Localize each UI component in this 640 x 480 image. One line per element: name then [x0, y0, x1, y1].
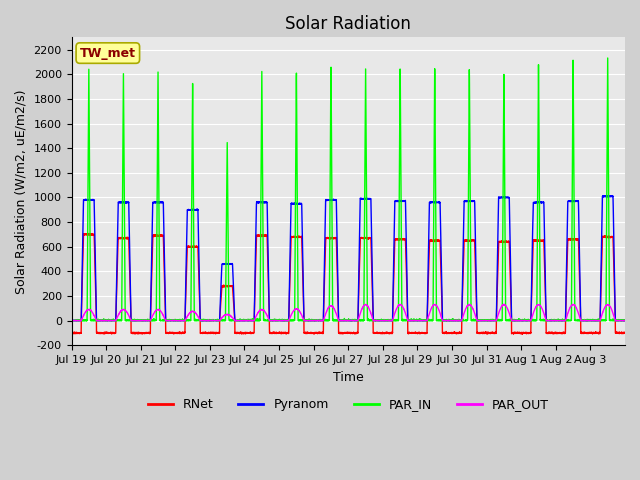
RNet — [621, 330, 629, 336]
Y-axis label: Solar Radiation (W/m2, uE/m2/s): Solar Radiation (W/m2, uE/m2/s) — [15, 89, 28, 294]
Pyranom — [527, 298, 535, 303]
PAR_IN — [399, 316, 406, 322]
Text: TW_met: TW_met — [80, 47, 136, 60]
RNet — [182, 273, 190, 278]
Pyranom — [182, 251, 190, 256]
PAR_OUT — [369, 316, 376, 322]
Pyranom — [369, 300, 377, 306]
RNet — [500, 239, 508, 245]
PAR_OUT — [500, 302, 508, 308]
PAR_OUT — [500, 301, 508, 307]
PAR_IN — [500, 81, 508, 87]
Line: RNet: RNet — [72, 233, 625, 334]
Pyranom — [621, 318, 629, 324]
PAR_IN — [604, 55, 612, 61]
Legend: RNet, Pyranom, PAR_IN, PAR_OUT: RNet, Pyranom, PAR_IN, PAR_OUT — [143, 393, 554, 416]
RNet — [68, 329, 76, 335]
RNet — [518, 331, 526, 337]
Line: PAR_IN: PAR_IN — [72, 58, 625, 321]
Line: PAR_OUT: PAR_OUT — [72, 304, 625, 321]
Line: Pyranom: Pyranom — [72, 196, 625, 321]
PAR_OUT — [527, 316, 535, 322]
X-axis label: Time: Time — [333, 371, 364, 384]
PAR_IN — [527, 317, 535, 323]
Pyranom — [500, 194, 508, 200]
PAR_OUT — [621, 318, 629, 324]
Pyranom — [541, 289, 549, 295]
Pyranom — [602, 193, 609, 199]
PAR_IN — [68, 318, 76, 324]
PAR_IN — [369, 318, 376, 324]
Title: Solar Radiation: Solar Radiation — [285, 15, 412, 33]
PAR_IN — [621, 318, 629, 324]
PAR_OUT — [399, 303, 406, 309]
RNet — [85, 230, 93, 236]
Pyranom — [399, 198, 406, 204]
Pyranom — [68, 318, 76, 324]
PAR_IN — [541, 318, 549, 324]
PAR_OUT — [68, 318, 76, 324]
RNet — [542, 303, 550, 309]
RNet — [369, 306, 377, 312]
PAR_IN — [182, 318, 190, 324]
PAR_OUT — [541, 316, 549, 322]
RNet — [527, 300, 535, 306]
PAR_OUT — [182, 316, 190, 322]
Pyranom — [68, 317, 76, 323]
RNet — [399, 237, 406, 242]
